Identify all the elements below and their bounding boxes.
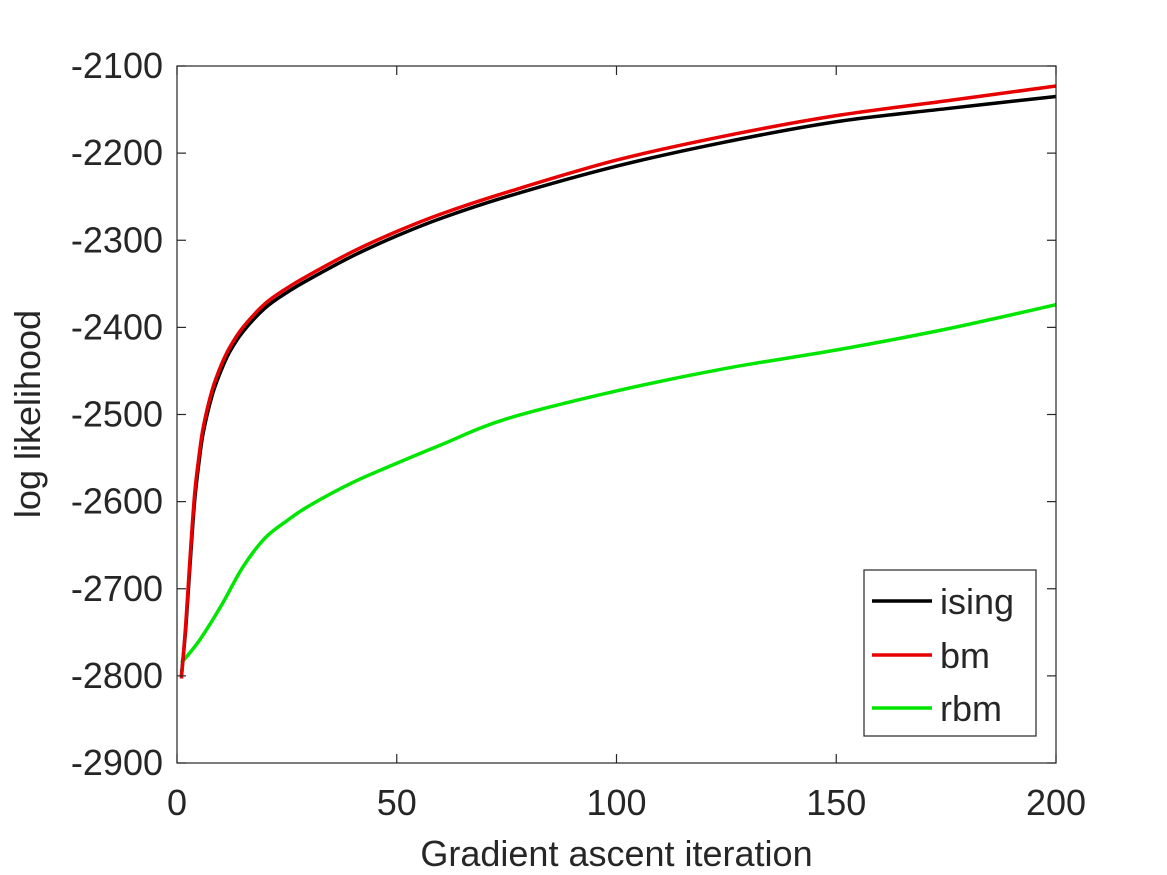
y-tick-label: -2200 xyxy=(71,132,163,173)
y-tick-label: -2300 xyxy=(71,219,163,260)
y-tick-label: -2600 xyxy=(71,481,163,522)
legend-label-rbm: rbm xyxy=(940,688,1002,729)
x-axis-label: Gradient ascent iteration xyxy=(420,833,812,874)
x-tick-label: 50 xyxy=(377,782,417,823)
x-tick-label: 100 xyxy=(586,782,646,823)
legend: ising bm rbm xyxy=(863,569,1037,737)
y-tick-label: -2700 xyxy=(71,568,163,609)
plot-frame xyxy=(176,65,1057,764)
series-line-rbm xyxy=(180,303,1057,664)
y-tick-label: -2100 xyxy=(71,45,163,86)
y-tick-label: -2500 xyxy=(71,394,163,435)
series-layer xyxy=(179,84,1057,679)
y-tick-label: -2900 xyxy=(71,742,163,783)
legend-label-bm: bm xyxy=(940,635,990,676)
y-axis-label: log likelihood xyxy=(7,310,48,518)
y-tick-label: -2400 xyxy=(71,306,163,347)
x-tick-label: 0 xyxy=(167,782,187,823)
x-tick-label: 150 xyxy=(806,782,866,823)
tick-label-layer: 0 50 100 150 200 -2100 -2200 -2300 -2400 -2500 -26… xyxy=(71,45,1086,823)
y-tick-label: -2800 xyxy=(71,655,163,696)
x-tick-label: 200 xyxy=(1026,782,1086,823)
series-line-bm xyxy=(179,84,1057,679)
legend-label-ising: ising xyxy=(940,581,1014,622)
